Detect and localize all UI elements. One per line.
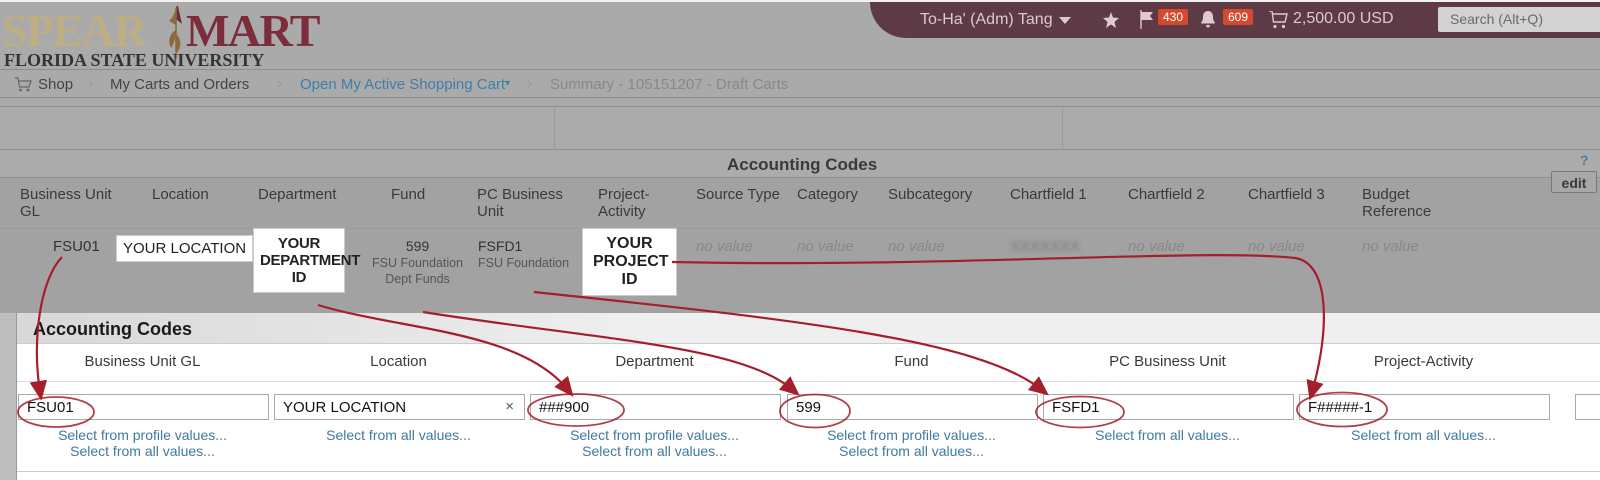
svg-text:SPEAR: SPEAR — [2, 6, 148, 56]
svg-text:MART: MART — [186, 6, 320, 56]
svg-text:FLORIDA STATE UNIVERSITY: FLORIDA STATE UNIVERSITY — [4, 50, 264, 70]
